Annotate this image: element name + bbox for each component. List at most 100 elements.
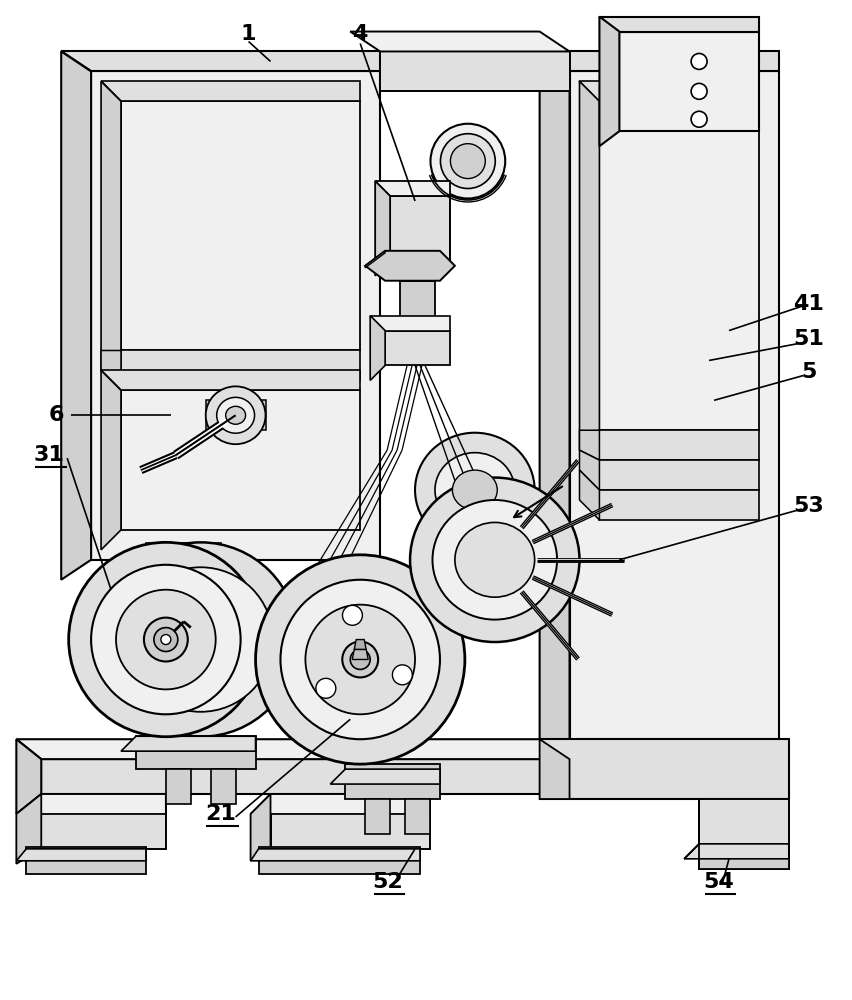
- Ellipse shape: [440, 134, 495, 189]
- Polygon shape: [354, 640, 366, 650]
- Text: 5: 5: [801, 362, 816, 382]
- Polygon shape: [600, 430, 759, 460]
- Polygon shape: [61, 51, 91, 580]
- Ellipse shape: [415, 433, 535, 547]
- Ellipse shape: [129, 567, 273, 712]
- Circle shape: [691, 53, 707, 69]
- Polygon shape: [370, 316, 450, 331]
- Polygon shape: [101, 81, 360, 101]
- Polygon shape: [61, 51, 380, 71]
- Polygon shape: [380, 51, 569, 91]
- Polygon shape: [539, 739, 789, 799]
- Text: 6: 6: [49, 405, 64, 425]
- Ellipse shape: [451, 144, 486, 179]
- Text: 31: 31: [34, 445, 65, 465]
- Polygon shape: [91, 71, 380, 560]
- Ellipse shape: [410, 478, 579, 642]
- Ellipse shape: [280, 580, 440, 739]
- Polygon shape: [101, 81, 121, 370]
- Polygon shape: [600, 17, 619, 146]
- Ellipse shape: [91, 565, 240, 714]
- Polygon shape: [699, 799, 789, 869]
- Text: 41: 41: [793, 294, 824, 314]
- Polygon shape: [539, 51, 779, 71]
- Polygon shape: [579, 430, 600, 460]
- Ellipse shape: [216, 397, 255, 433]
- Polygon shape: [390, 196, 450, 261]
- Polygon shape: [121, 736, 256, 751]
- Ellipse shape: [205, 386, 266, 444]
- Polygon shape: [366, 799, 390, 834]
- Polygon shape: [579, 450, 600, 490]
- Polygon shape: [258, 847, 420, 874]
- Polygon shape: [101, 350, 121, 380]
- Circle shape: [691, 111, 707, 127]
- Polygon shape: [16, 794, 166, 814]
- Polygon shape: [579, 470, 600, 520]
- Polygon shape: [600, 101, 759, 430]
- Ellipse shape: [430, 124, 505, 198]
- Polygon shape: [370, 316, 385, 380]
- Ellipse shape: [104, 542, 298, 737]
- Polygon shape: [210, 769, 236, 804]
- Polygon shape: [366, 251, 455, 281]
- Text: 4: 4: [353, 24, 368, 44]
- Text: 1: 1: [241, 24, 256, 44]
- Circle shape: [350, 650, 370, 669]
- Polygon shape: [205, 400, 266, 430]
- Polygon shape: [579, 81, 759, 101]
- Polygon shape: [16, 739, 41, 814]
- Ellipse shape: [305, 605, 415, 714]
- Ellipse shape: [435, 453, 515, 527]
- Polygon shape: [352, 650, 368, 659]
- Polygon shape: [41, 759, 569, 794]
- Polygon shape: [600, 460, 759, 490]
- Ellipse shape: [226, 406, 245, 424]
- Text: 52: 52: [372, 872, 404, 892]
- Polygon shape: [579, 81, 600, 450]
- Text: 53: 53: [793, 496, 824, 516]
- Polygon shape: [101, 370, 121, 550]
- Polygon shape: [345, 764, 440, 799]
- Polygon shape: [375, 181, 450, 196]
- Polygon shape: [375, 181, 390, 276]
- Polygon shape: [385, 331, 450, 365]
- Ellipse shape: [69, 542, 263, 737]
- Polygon shape: [16, 794, 41, 864]
- Polygon shape: [101, 370, 360, 390]
- Polygon shape: [16, 849, 146, 861]
- Polygon shape: [136, 736, 256, 769]
- Polygon shape: [600, 17, 759, 32]
- Ellipse shape: [433, 500, 557, 620]
- Polygon shape: [539, 739, 569, 799]
- Text: 21: 21: [205, 804, 236, 824]
- Polygon shape: [16, 739, 569, 759]
- Circle shape: [343, 642, 378, 677]
- Polygon shape: [121, 350, 360, 380]
- Circle shape: [343, 605, 362, 625]
- Ellipse shape: [455, 522, 535, 597]
- Polygon shape: [600, 490, 759, 520]
- Circle shape: [144, 618, 187, 661]
- Polygon shape: [166, 769, 191, 804]
- Polygon shape: [350, 32, 569, 51]
- Polygon shape: [331, 769, 440, 784]
- Polygon shape: [146, 543, 221, 736]
- Polygon shape: [699, 844, 789, 869]
- Ellipse shape: [116, 590, 216, 689]
- Circle shape: [316, 678, 336, 698]
- Circle shape: [691, 83, 707, 99]
- Polygon shape: [270, 794, 430, 849]
- Polygon shape: [539, 51, 569, 789]
- Polygon shape: [400, 281, 435, 331]
- Circle shape: [393, 665, 412, 685]
- Polygon shape: [250, 794, 270, 861]
- Polygon shape: [569, 71, 779, 769]
- Polygon shape: [405, 799, 430, 834]
- Polygon shape: [366, 251, 385, 268]
- Polygon shape: [250, 794, 430, 814]
- Polygon shape: [684, 844, 789, 859]
- Ellipse shape: [256, 555, 465, 764]
- Polygon shape: [619, 32, 759, 131]
- Polygon shape: [250, 849, 420, 861]
